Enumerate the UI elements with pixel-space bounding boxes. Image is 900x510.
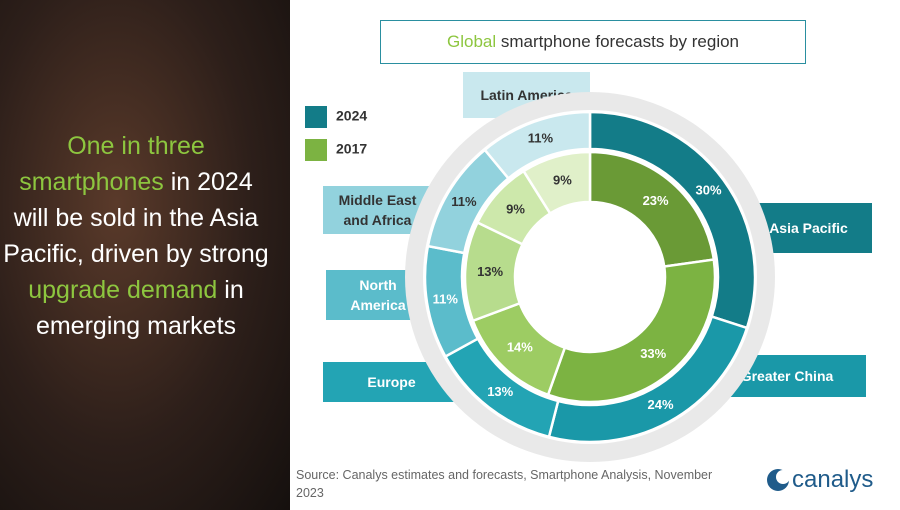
headline-part: smartphones	[19, 168, 164, 196]
title-part: smartphone forecasts by region	[500, 32, 739, 51]
headline-part: upgrade	[28, 276, 120, 304]
value-label: 13%	[477, 264, 503, 279]
chart-title: Global smartphone forecasts by region	[447, 32, 739, 52]
logo: canalys	[764, 466, 873, 494]
legend-label: 2024	[336, 108, 367, 124]
headline-part: in 2024 will be sold in the Asia Pacific…	[3, 168, 269, 268]
legend-swatch	[305, 139, 327, 161]
value-label: 11%	[451, 194, 477, 209]
segment	[483, 110, 592, 181]
title-box: Global smartphone forecasts by region	[380, 20, 806, 64]
segment	[588, 150, 716, 268]
value-label: 33%	[640, 346, 666, 361]
headline-part: One in three	[67, 132, 205, 160]
region-label: Europe	[323, 362, 460, 402]
legend-label: 2017	[336, 141, 367, 157]
headline: One in three smartphones in 2024 will be…	[0, 128, 272, 344]
value-label: 24%	[648, 397, 674, 412]
value-label: 23%	[643, 193, 669, 208]
legend-swatch	[305, 106, 327, 128]
segment	[521, 150, 592, 216]
headline-part: in emerging markets	[35, 276, 244, 340]
value-label: 14%	[507, 340, 533, 355]
logo-text: canalys	[792, 466, 874, 493]
title-part: Global	[447, 32, 497, 51]
value-label: 9%	[506, 202, 525, 217]
value-label: 13%	[487, 384, 513, 399]
value-label: 9%	[553, 172, 572, 187]
value-label: 11%	[433, 291, 459, 306]
logo-icon	[767, 469, 790, 491]
photo-panel: One in three smartphones in 2024 will be…	[0, 0, 290, 510]
headline-part: demand	[126, 276, 218, 304]
value-label: 11%	[528, 131, 554, 146]
value-label: 30%	[696, 182, 722, 197]
source: Source: Canalys estimates and forecasts,…	[296, 468, 713, 500]
segment	[546, 258, 717, 404]
